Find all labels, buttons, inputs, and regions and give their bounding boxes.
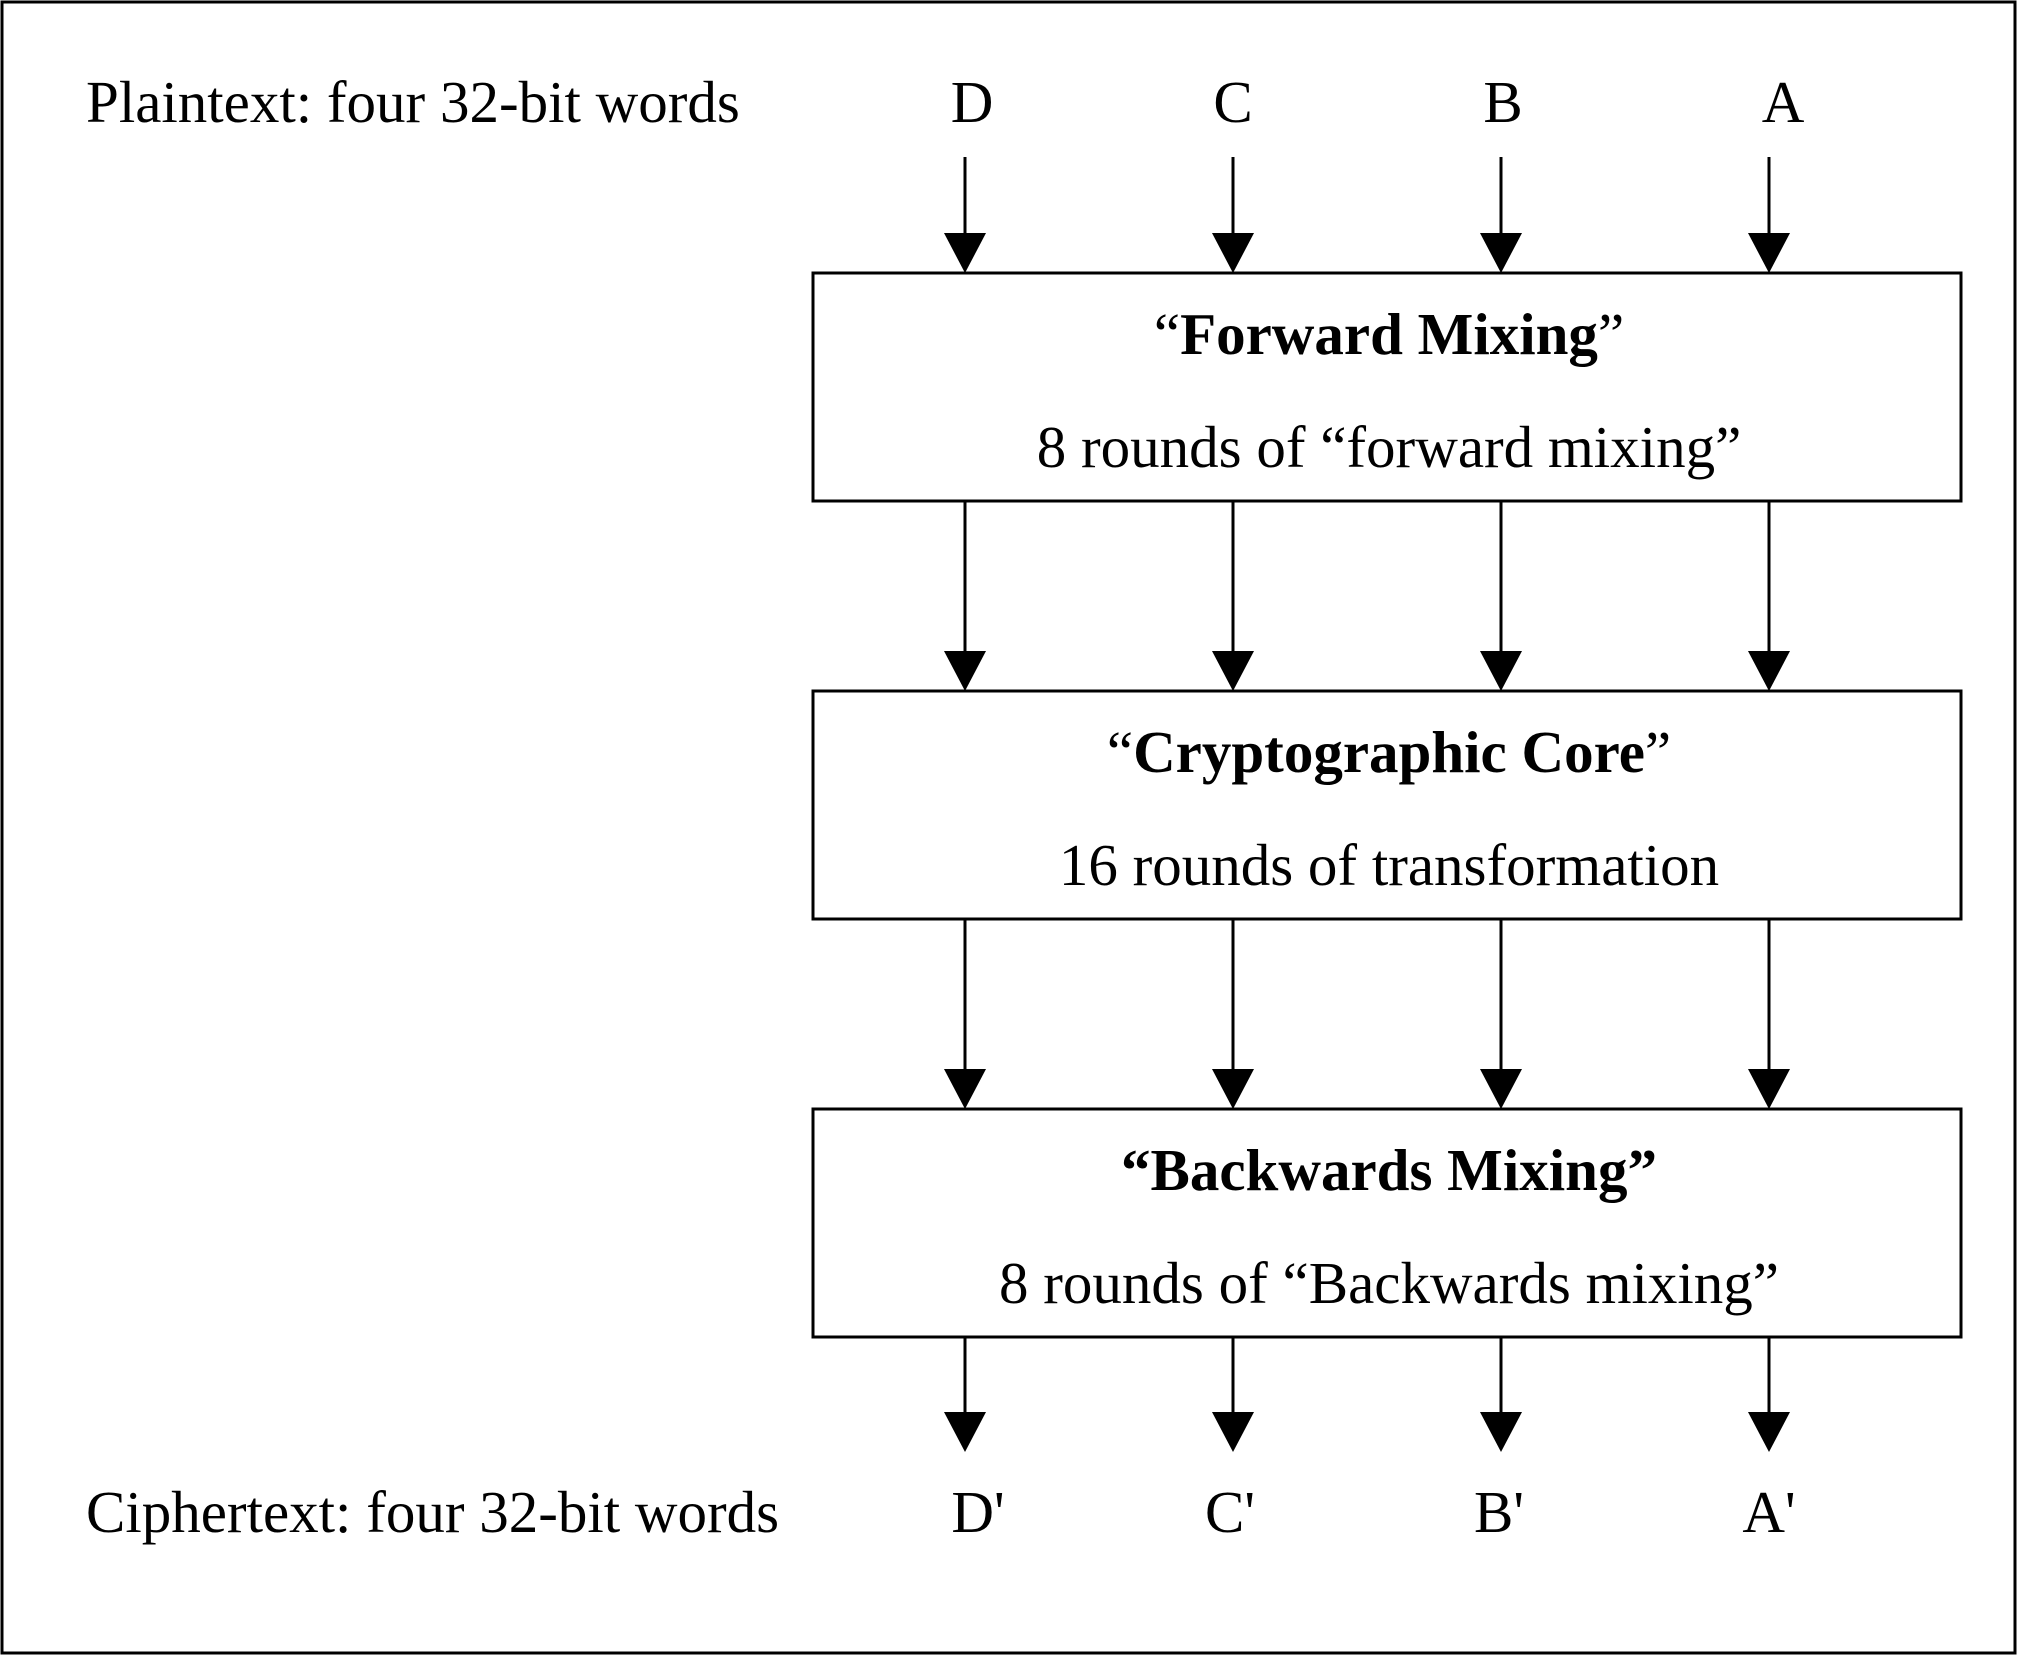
arrow-a-to-forward-mixing xyxy=(1748,157,1790,273)
arrow-head xyxy=(1212,1069,1254,1109)
arrow-head xyxy=(1748,1069,1790,1109)
plaintext-word-b: B xyxy=(1483,69,1522,135)
arrow-head xyxy=(1480,1412,1522,1452)
arrow-head xyxy=(1748,651,1790,691)
ciphertext-label: Ciphertext: four 32-bit words xyxy=(86,1479,779,1545)
forward-mixing-box xyxy=(811,271,1963,503)
ciphertext-word-a: A' xyxy=(1742,1479,1795,1545)
arrow-b-to-ciphertext xyxy=(1480,1337,1522,1452)
arrow-head xyxy=(1212,1412,1254,1452)
arrow-a-to-cryptographic-core xyxy=(1748,501,1790,691)
arrow-a-to-backwards-mixing xyxy=(1748,919,1790,1109)
arrow-d-to-ciphertext xyxy=(944,1337,986,1452)
ciphertext-word-c: C' xyxy=(1205,1479,1255,1545)
arrow-head xyxy=(944,651,986,691)
arrow-head xyxy=(1480,233,1522,273)
arrow-b-to-backwards-mixing xyxy=(1480,919,1522,1109)
arrow-head xyxy=(944,1412,986,1452)
arrow-c-to-cryptographic-core xyxy=(1212,501,1254,691)
arrow-head xyxy=(1748,1412,1790,1452)
backwards-mixing-title: “Backwards Mixing” xyxy=(1121,1137,1657,1203)
plaintext-word-a: A xyxy=(1762,69,1805,135)
arrow-c-to-ciphertext xyxy=(1212,1337,1254,1452)
cryptographic-core-title: “Cryptographic Core” xyxy=(1107,719,1671,785)
arrow-b-to-forward-mixing xyxy=(1480,157,1522,273)
ciphertext-word-b: B' xyxy=(1474,1479,1524,1545)
arrow-head xyxy=(1212,651,1254,691)
cryptographic-core-subtitle: 16 rounds of transformation xyxy=(1059,832,1719,898)
forward-mixing-subtitle: 8 rounds of “forward mixing” xyxy=(1037,414,1742,480)
arrow-d-to-forward-mixing xyxy=(944,157,986,273)
plaintext-word-d: D xyxy=(951,69,994,135)
plaintext-label: Plaintext: four 32-bit words xyxy=(86,69,740,135)
arrow-group xyxy=(944,157,1790,1452)
arrow-head xyxy=(1212,233,1254,273)
arrow-c-to-backwards-mixing xyxy=(1212,919,1254,1109)
cryptographic-core-box xyxy=(811,689,1963,921)
arrow-head xyxy=(1480,651,1522,691)
arrow-a-to-ciphertext xyxy=(1748,1337,1790,1452)
forward-mixing-title: “Forward Mixing” xyxy=(1154,301,1624,367)
arrow-c-to-forward-mixing xyxy=(1212,157,1254,273)
ciphertext-word-d: D' xyxy=(951,1479,1004,1545)
arrow-head xyxy=(944,1069,986,1109)
backwards-mixing-box xyxy=(811,1107,1963,1339)
arrow-head xyxy=(944,233,986,273)
arrow-head xyxy=(1748,233,1790,273)
arrow-d-to-backwards-mixing xyxy=(944,919,986,1109)
arrow-b-to-cryptographic-core xyxy=(1480,501,1522,691)
plaintext-word-c: C xyxy=(1213,69,1252,135)
arrow-head xyxy=(1480,1069,1522,1109)
arrow-d-to-cryptographic-core xyxy=(944,501,986,691)
backwards-mixing-subtitle: 8 rounds of “Backwards mixing” xyxy=(999,1250,1779,1316)
